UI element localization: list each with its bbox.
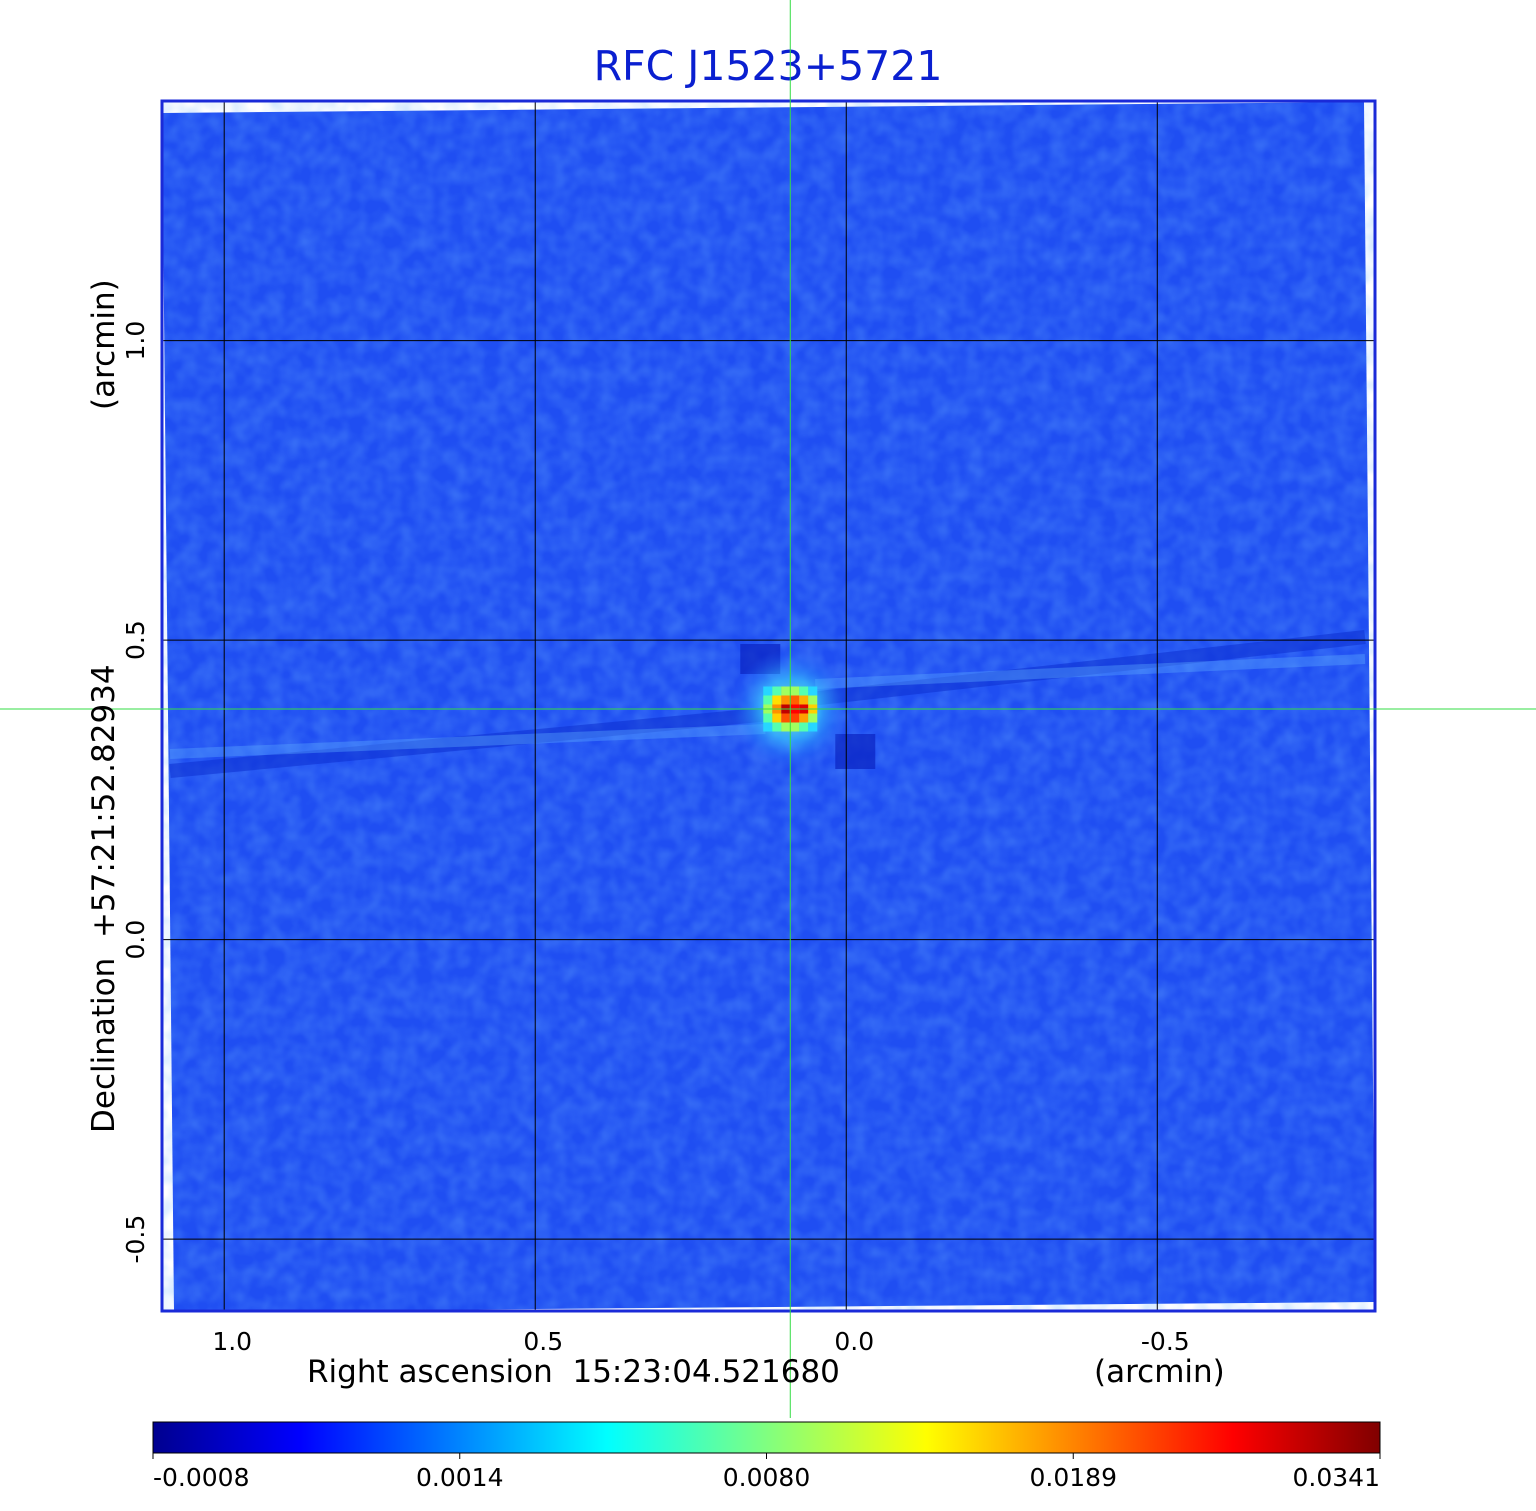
y-tick-label: 1.0: [121, 321, 150, 361]
source-pixel: [799, 686, 809, 696]
colorbar-ticks: -0.0008 0.0014 0.0080 0.0189 0.0341: [152, 1453, 1381, 1492]
y-axis-unit: (arcmin): [86, 279, 122, 410]
source-pixel: [781, 686, 791, 696]
sky-image: [162, 102, 1375, 1312]
colorbar-tick-label: -0.0008: [153, 1463, 250, 1492]
source-pixel: [781, 695, 791, 705]
y-axis-label: Declination +57:21:52.82934: [86, 664, 122, 1133]
source-pixel: [790, 722, 800, 732]
source-pixel: [772, 695, 782, 705]
source-pixel: [799, 722, 809, 732]
x-tick-label: 0.0: [834, 1327, 874, 1356]
sidelobe-streak: [809, 630, 1366, 706]
coordinate-grid: [162, 101, 1375, 1311]
chart-title: RFC J1523+5721: [594, 42, 943, 90]
source-pixel: [772, 713, 782, 723]
sidelobe-streak: [169, 707, 771, 778]
y-tick-label: 0.0: [121, 920, 150, 960]
y-tick-label: -0.5: [121, 1215, 150, 1264]
colorbar-tick-label: 0.0080: [723, 1463, 810, 1492]
x-tick-label: 1.0: [212, 1327, 252, 1356]
x-tick-label: -0.5: [1141, 1327, 1190, 1356]
source-pixel: [790, 695, 800, 705]
sidelobe-streak: [169, 723, 766, 759]
x-tick-labels: 1.0 0.5 0.0 -0.5: [212, 1327, 1189, 1356]
source-pixel: [781, 722, 791, 732]
colorbar: [152, 1421, 1381, 1454]
negative-lobe: [835, 733, 876, 769]
source-pixel: [772, 722, 782, 732]
x-tick-label: 0.5: [523, 1327, 563, 1356]
colorbar-tick-label: 0.0341: [1293, 1463, 1380, 1492]
source-pixel: [808, 686, 818, 696]
source-pixel: [790, 713, 800, 723]
plot-frame: [160, 99, 1377, 1313]
sidelobe-streaks: [169, 630, 1366, 778]
y-tick-label: 0.5: [121, 620, 150, 660]
source-pixel: [799, 713, 809, 723]
source-pixel: [772, 686, 782, 696]
crosshair: [0, 0, 1536, 1418]
x-axis-unit: (arcmin): [1094, 1354, 1225, 1390]
y-tick-labels: 1.0 0.5 0.0 -0.5: [121, 321, 150, 1264]
x-axis-label: Right ascension 15:23:04.521680: [307, 1354, 840, 1390]
source-pixel: [763, 722, 773, 732]
source-pixel: [790, 686, 800, 696]
source-pixel: [808, 695, 818, 705]
source-pixel: [763, 695, 773, 705]
source-pixel: [781, 713, 791, 723]
source-pixel: [808, 722, 818, 732]
source-pixel: [763, 686, 773, 696]
sidelobe-streak: [815, 654, 1366, 689]
colorbar-tick-label: 0.0014: [416, 1463, 503, 1492]
source-pixel: [763, 713, 773, 723]
source-pixel: [799, 695, 809, 705]
source-pixel: [808, 713, 818, 723]
colorbar-tick-label: 0.0189: [1030, 1463, 1117, 1492]
